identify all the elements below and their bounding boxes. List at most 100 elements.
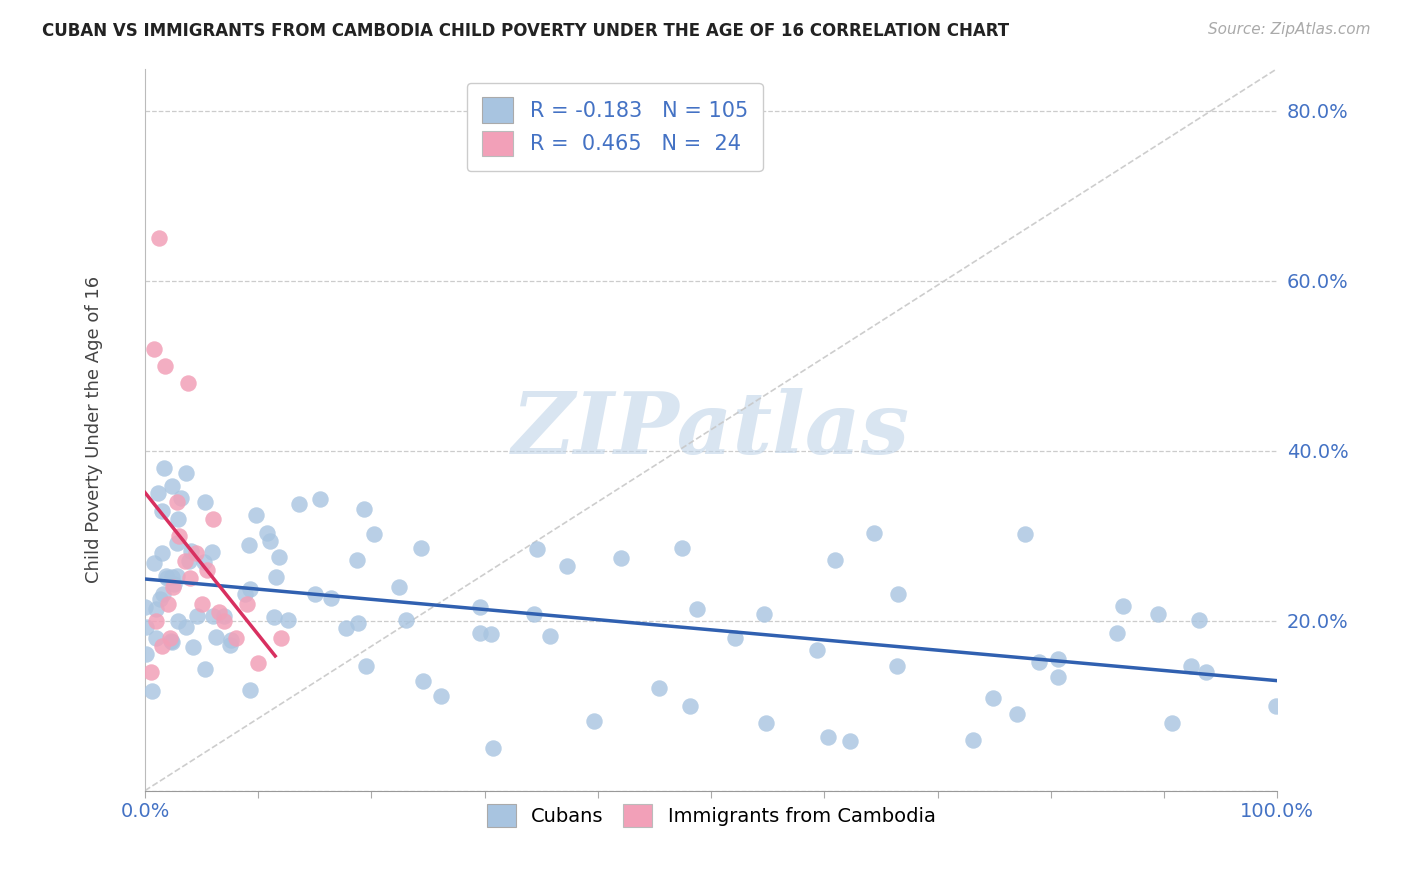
Point bbox=[145, 614, 167, 628]
Point bbox=[259, 534, 281, 549]
Point bbox=[583, 714, 606, 729]
Point bbox=[180, 544, 202, 558]
Point bbox=[263, 610, 285, 624]
Point bbox=[817, 731, 839, 745]
Legend: Cubans, Immigrants from Cambodia: Cubans, Immigrants from Cambodia bbox=[479, 796, 943, 835]
Point bbox=[233, 587, 256, 601]
Point bbox=[347, 616, 370, 631]
Point bbox=[256, 525, 278, 540]
Point bbox=[1014, 526, 1036, 541]
Point bbox=[160, 570, 183, 584]
Point bbox=[239, 582, 262, 596]
Point bbox=[264, 570, 287, 584]
Point bbox=[239, 682, 262, 697]
Point bbox=[212, 614, 235, 628]
Point bbox=[155, 569, 177, 583]
Point bbox=[353, 502, 375, 516]
Y-axis label: Child Poverty Under the Age of 16: Child Poverty Under the Age of 16 bbox=[86, 276, 103, 583]
Point bbox=[173, 554, 195, 568]
Text: CUBAN VS IMMIGRANTS FROM CAMBODIA CHILD POVERTY UNDER THE AGE OF 16 CORRELATION : CUBAN VS IMMIGRANTS FROM CAMBODIA CHILD … bbox=[42, 22, 1010, 40]
Point bbox=[166, 536, 188, 550]
Point bbox=[555, 559, 578, 574]
Point bbox=[755, 716, 778, 731]
Point bbox=[1161, 715, 1184, 730]
Point bbox=[134, 599, 156, 614]
Point bbox=[724, 631, 747, 645]
Point bbox=[195, 563, 218, 577]
Point bbox=[207, 605, 229, 619]
Point bbox=[1264, 699, 1286, 714]
Point bbox=[219, 633, 242, 648]
Point bbox=[179, 571, 201, 585]
Point bbox=[162, 580, 184, 594]
Point bbox=[1047, 671, 1070, 685]
Point bbox=[141, 684, 163, 698]
Point bbox=[135, 620, 157, 634]
Point bbox=[160, 479, 183, 493]
Point bbox=[150, 639, 173, 653]
Point bbox=[824, 553, 846, 567]
Point bbox=[482, 740, 505, 755]
Point bbox=[288, 497, 311, 511]
Point bbox=[886, 659, 908, 673]
Point bbox=[1146, 607, 1168, 621]
Point bbox=[149, 591, 172, 606]
Point bbox=[225, 631, 247, 645]
Point bbox=[143, 342, 166, 356]
Point bbox=[156, 597, 179, 611]
Point bbox=[679, 698, 702, 713]
Point bbox=[181, 640, 204, 654]
Point bbox=[806, 642, 828, 657]
Point bbox=[686, 602, 709, 616]
Point bbox=[166, 495, 188, 509]
Point bbox=[270, 631, 292, 645]
Point bbox=[142, 556, 165, 570]
Point bbox=[1105, 626, 1128, 640]
Point bbox=[1180, 658, 1202, 673]
Point bbox=[174, 466, 197, 480]
Point bbox=[267, 549, 290, 564]
Point bbox=[150, 504, 173, 518]
Point bbox=[201, 545, 224, 559]
Point bbox=[170, 491, 193, 506]
Point bbox=[184, 546, 207, 560]
Point bbox=[247, 656, 270, 670]
Point bbox=[236, 597, 259, 611]
Point bbox=[277, 613, 299, 627]
Point bbox=[193, 555, 215, 569]
Point bbox=[335, 621, 357, 635]
Point bbox=[1195, 665, 1218, 679]
Point bbox=[135, 647, 157, 661]
Point bbox=[1188, 613, 1211, 627]
Point bbox=[887, 586, 910, 600]
Point bbox=[219, 638, 242, 652]
Point bbox=[152, 587, 174, 601]
Point bbox=[319, 591, 342, 605]
Point bbox=[245, 508, 267, 523]
Point bbox=[163, 577, 186, 591]
Point bbox=[648, 681, 671, 695]
Point bbox=[155, 359, 177, 373]
Point bbox=[1111, 599, 1133, 613]
Point bbox=[863, 526, 886, 541]
Point bbox=[204, 631, 226, 645]
Point bbox=[194, 662, 217, 676]
Point bbox=[166, 569, 188, 583]
Point bbox=[1047, 652, 1070, 666]
Point bbox=[430, 690, 453, 704]
Point bbox=[962, 732, 984, 747]
Point bbox=[201, 512, 224, 526]
Point bbox=[346, 553, 368, 567]
Point bbox=[167, 529, 190, 543]
Point bbox=[152, 460, 174, 475]
Point bbox=[214, 609, 236, 624]
Text: Source: ZipAtlas.com: Source: ZipAtlas.com bbox=[1208, 22, 1371, 37]
Point bbox=[468, 599, 491, 614]
Point bbox=[412, 673, 434, 688]
Point bbox=[166, 512, 188, 526]
Point bbox=[479, 627, 502, 641]
Point bbox=[160, 635, 183, 649]
Point bbox=[167, 614, 190, 628]
Point bbox=[156, 571, 179, 585]
Point bbox=[177, 376, 200, 390]
